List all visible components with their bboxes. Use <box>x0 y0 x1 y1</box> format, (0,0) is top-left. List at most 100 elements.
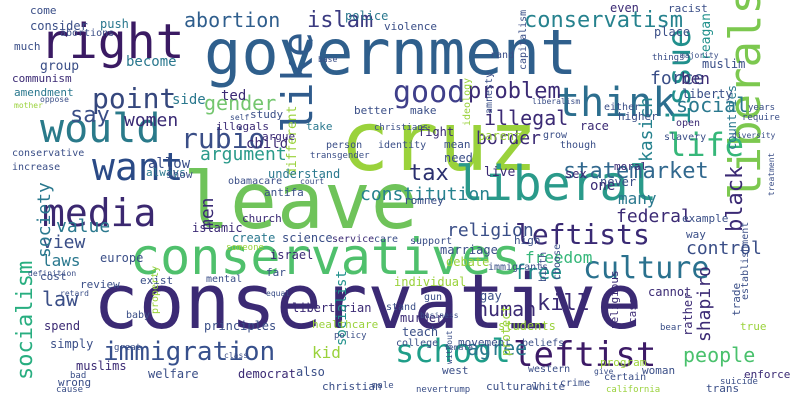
cloud-word: communism <box>12 72 72 85</box>
cloud-word: nevertrump <box>416 385 470 395</box>
cloud-word: class <box>224 351 248 360</box>
cloud-word: immigration <box>103 337 275 367</box>
cloud-word: teach <box>402 325 438 339</box>
cloud-word: mental <box>206 274 242 285</box>
cloud-word: leave <box>183 157 418 247</box>
cloud-word: definition <box>28 269 76 278</box>
cloud-word: always <box>146 166 186 179</box>
cloud-word: without <box>445 330 454 364</box>
cloud-word: gender <box>204 91 276 115</box>
cloud-word: self <box>230 113 249 122</box>
cloud-word: islamic <box>192 221 243 235</box>
cloud-word: kill <box>537 291 590 316</box>
cloud-word: consider <box>30 19 88 33</box>
cloud-word: immigrants <box>488 262 548 273</box>
cloud-word: create <box>232 231 275 245</box>
cloud-word: trade <box>730 283 743 316</box>
cloud-word: reagan <box>699 13 714 60</box>
cloud-word: parent <box>478 129 521 143</box>
cloud-word: better <box>354 104 394 117</box>
cloud-word: majority <box>680 51 719 60</box>
cloud-word: college <box>396 338 438 349</box>
cloud-word: certain <box>604 372 646 383</box>
cloud-word: open <box>676 118 700 129</box>
cloud-word: women <box>124 110 178 131</box>
cloud-word: even <box>610 1 639 15</box>
cloud-word: high <box>514 234 541 247</box>
cloud-word: birth <box>538 252 549 282</box>
cloud-word: democrat <box>238 367 296 381</box>
cloud-word: property <box>150 266 161 314</box>
cloud-word: like <box>273 32 322 133</box>
cloud-word: beliefs <box>522 338 564 349</box>
cloud-word: case <box>626 298 639 325</box>
cloud-word: identity <box>378 140 426 151</box>
cloud-word: transgender <box>310 151 370 161</box>
cloud-word: culture <box>583 251 709 286</box>
cloud-word: suicide <box>720 377 758 387</box>
cloud-word: require <box>742 113 780 123</box>
cloud-word: muslim <box>702 57 745 71</box>
cloud-word: healthcare <box>312 318 378 331</box>
cloud-word: support <box>410 236 452 247</box>
cloud-word: take <box>306 120 333 133</box>
cloud-word: choose <box>552 244 563 280</box>
cloud-word: amendment <box>14 86 74 99</box>
cloud-word: welfare <box>148 367 199 381</box>
cloud-word: west <box>442 364 469 377</box>
cloud-word: different <box>285 106 300 176</box>
cloud-word: control <box>686 238 762 259</box>
cloud-word: socialist <box>334 270 350 346</box>
cloud-word: sex <box>565 167 587 181</box>
cloud-word: treatment <box>767 152 776 196</box>
cloud-word: kid <box>312 343 341 362</box>
cloud-word: countries <box>725 85 739 150</box>
cloud-word: gay <box>480 289 502 303</box>
cloud-word: issue <box>660 29 698 125</box>
cloud-word: allow <box>148 156 191 172</box>
cloud-word: society <box>34 182 55 258</box>
cloud-word: students <box>498 319 556 333</box>
cloud-word: border <box>476 128 541 149</box>
cloud-word: christian <box>322 380 382 393</box>
cloud-word: good <box>393 75 465 110</box>
cloud-word: abortions <box>60 28 114 39</box>
cloud-word: gun <box>424 292 442 303</box>
cloud-word: free <box>514 260 562 284</box>
cloud-word: true <box>740 320 767 333</box>
cloud-word: science <box>282 231 333 245</box>
cloud-word: human <box>476 297 536 321</box>
cloud-word: higher <box>618 110 658 123</box>
cloud-word: slavery <box>664 132 706 143</box>
cloud-word: understand <box>268 167 340 181</box>
cloud-word: oppose <box>40 95 69 104</box>
cloud-word: woman <box>642 364 675 377</box>
cloud-word: right <box>40 14 185 70</box>
cloud-word: liberalism <box>532 97 580 106</box>
cloud-word: individual <box>394 275 466 289</box>
cloud-word: black <box>723 166 748 232</box>
cloud-word: fight <box>418 125 454 139</box>
cloud-word: much <box>14 40 41 53</box>
cloud-word: increase <box>12 162 60 173</box>
cloud-word: ted <box>221 88 246 104</box>
cloud-word: either <box>604 102 640 113</box>
cloud-word: religion <box>447 220 534 241</box>
cloud-word: illegal <box>484 106 568 130</box>
cloud-word: libertarian <box>292 301 371 315</box>
cloud-word: crime <box>560 378 590 389</box>
cloud-word: amnesty <box>484 72 495 114</box>
cloud-word: simply <box>50 337 93 351</box>
cloud-word: rubio <box>181 122 265 155</box>
cloud-word: white <box>532 380 565 393</box>
cloud-word: socialism <box>13 261 38 380</box>
cloud-word: protect <box>499 305 513 356</box>
cloud-word: cruz <box>340 95 537 190</box>
cloud-word: program <box>600 356 647 369</box>
cloud-word: conservatives <box>130 228 521 286</box>
cloud-word: agree <box>467 336 527 360</box>
cloud-word: side <box>172 92 206 108</box>
cloud-word: islam <box>307 8 373 33</box>
cloud-word: europe <box>100 251 143 265</box>
